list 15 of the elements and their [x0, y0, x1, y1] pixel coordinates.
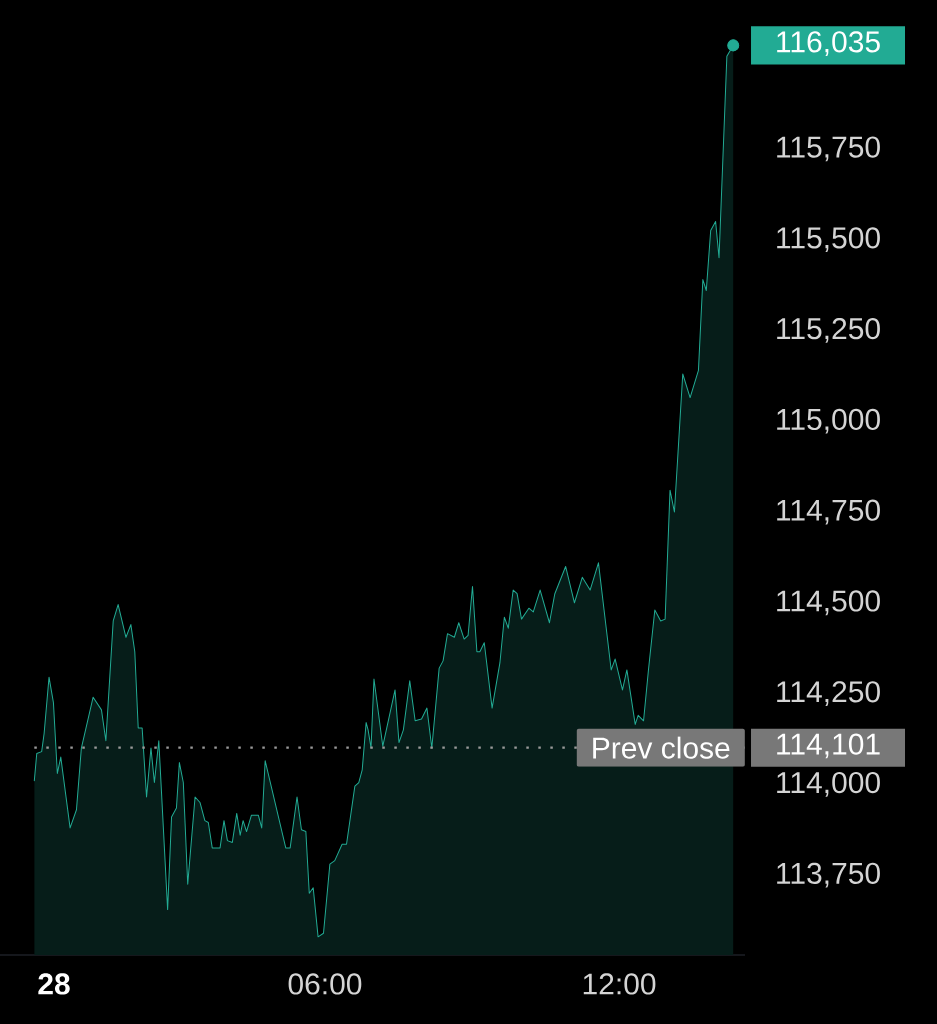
- x-tick-label: 06:00: [288, 973, 362, 995]
- y-tick-label: 114,000: [777, 771, 880, 797]
- ref-line-label: Prev close: [593, 736, 730, 759]
- x-tick-label: 12:00: [583, 973, 656, 995]
- y-tick-label: 114,750: [777, 499, 880, 525]
- y-tick-label: 114,250: [777, 681, 880, 706]
- y-tick-label: 114,500: [777, 590, 880, 616]
- y-tick-label: 115,750: [777, 136, 880, 162]
- y-tick-label: 116,035: [777, 31, 880, 57]
- y-tick-label: 115,250: [777, 318, 880, 343]
- y-tick-label: 114,101: [777, 733, 880, 759]
- text: 28: [38, 973, 70, 995]
- y-tick-label: 113,750: [777, 862, 880, 888]
- y-tick-label: 115,000: [777, 408, 880, 434]
- y-tick-label: 115,500: [777, 227, 880, 253]
